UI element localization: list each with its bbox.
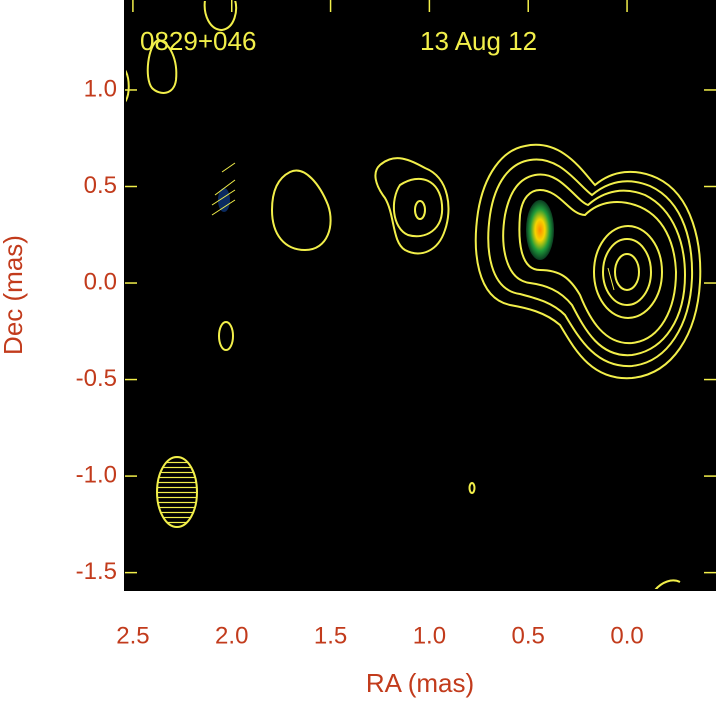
y-tick-label: -1.5 [76, 558, 117, 585]
intensity-blob [526, 200, 554, 260]
y-tick-label: 0.0 [84, 268, 117, 295]
contour-lines [125, 0, 702, 590]
x-tick-label: 0.5 [512, 622, 545, 649]
y-tick-label: -0.5 [76, 365, 117, 392]
x-tick-label: 0.0 [610, 622, 643, 649]
y-tick-label: -1.0 [76, 461, 117, 488]
x-tick-label: 2.5 [116, 622, 149, 649]
source-label: 0829+046 [140, 26, 256, 56]
y-axis-label: Dec (mas) [0, 235, 28, 355]
plot-area [125, 0, 716, 590]
x-axis-label: RA (mas) [366, 668, 474, 698]
contours [125, 0, 702, 590]
x-tick-label: 1.5 [314, 622, 347, 649]
x-tick-label: 2.0 [215, 622, 248, 649]
y-tick-label: 1.0 [84, 75, 117, 102]
plot-frame [124, 0, 716, 591]
y-tick-label: 0.5 [84, 172, 117, 199]
x-tick-label: 1.0 [413, 622, 446, 649]
date-label: 13 Aug 12 [420, 26, 537, 56]
intensity-blob [218, 188, 230, 212]
